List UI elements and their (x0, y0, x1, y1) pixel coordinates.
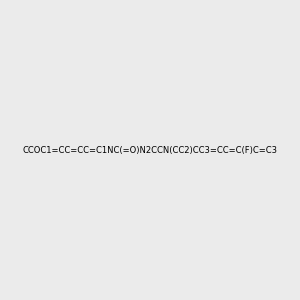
Text: CCOC1=CC=CC=C1NC(=O)N2CCN(CC2)CC3=CC=C(F)C=C3: CCOC1=CC=CC=C1NC(=O)N2CCN(CC2)CC3=CC=C(F… (22, 146, 278, 154)
